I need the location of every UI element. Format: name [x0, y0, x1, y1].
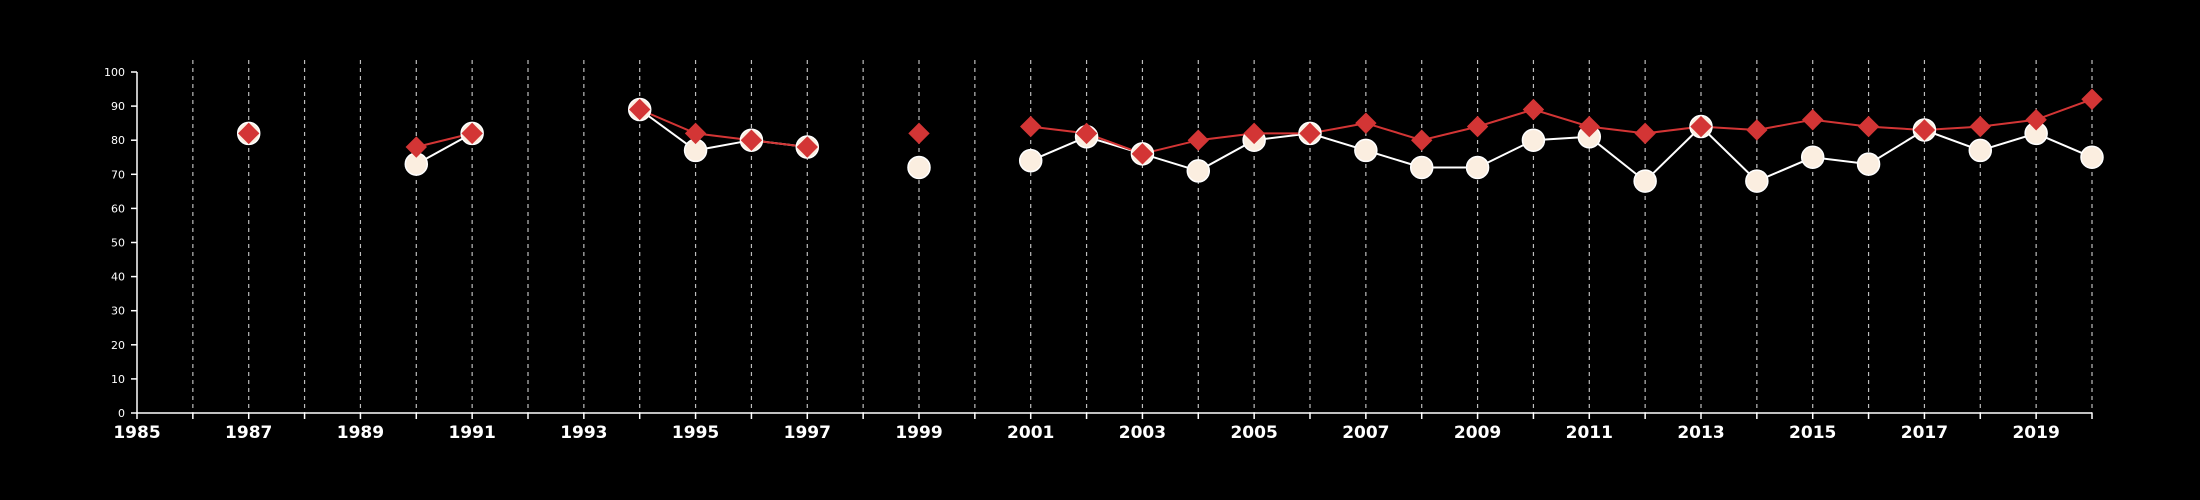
data-point-diamond: [1746, 119, 1768, 141]
data-point-diamond: [1075, 122, 1098, 145]
data-point-diamond: [1466, 115, 1489, 138]
y-tick-label: 100: [104, 66, 125, 79]
series-layer: [236, 88, 2104, 193]
y-tick-label: 10: [111, 373, 125, 386]
data-point-diamond: [1913, 119, 1936, 141]
data-point-diamond: [1243, 122, 1265, 145]
data-point-circle: [1968, 138, 1993, 163]
data-point-diamond: [740, 129, 763, 151]
x-tick-label: 2019: [2012, 423, 2059, 443]
data-point-diamond: [1299, 122, 1321, 145]
x-tick-label: 2005: [1230, 423, 1277, 443]
data-point-circle: [1409, 155, 1434, 180]
y-axis-ticks: 0 10 20 30 40 50 60 70 80 90 100: [104, 66, 137, 420]
data-point-diamond: [796, 136, 818, 158]
data-point-circle: [1856, 152, 1881, 176]
data-point-circle: [1465, 155, 1490, 180]
x-tick-label: 1991: [448, 423, 495, 443]
x-tick-label: 1985: [113, 423, 160, 443]
x-tick-label: 1989: [337, 423, 384, 443]
data-point-diamond: [1969, 115, 1991, 138]
data-point-circle: [1018, 148, 1043, 173]
data-point-diamond: [1578, 115, 1600, 138]
x-tick-label: 2009: [1454, 423, 1501, 443]
y-tick-label: 60: [111, 202, 125, 215]
x-tick-label: 1993: [560, 423, 607, 443]
y-tick-label: 30: [111, 305, 125, 318]
x-tick-label: 2007: [1342, 423, 1389, 443]
y-tick-label: 40: [111, 271, 125, 284]
data-point-diamond: [908, 122, 930, 145]
x-tick-label: 1995: [672, 423, 719, 443]
data-point-diamond: [1020, 115, 1042, 138]
data-point-diamond: [684, 122, 707, 145]
x-tick-label: 2015: [1789, 423, 1836, 443]
x-tick-label: 2003: [1119, 423, 1166, 443]
data-point-circle: [907, 155, 931, 180]
data-point-circle: [1745, 169, 1769, 193]
data-point-diamond: [2081, 88, 2103, 110]
data-point-diamond: [1634, 122, 1656, 145]
data-point-circle: [1633, 169, 1657, 193]
y-tick-label: 20: [111, 339, 125, 352]
data-point-circle: [1800, 145, 1825, 169]
x-tick-label: 2017: [1901, 423, 1948, 443]
data-point-diamond: [2025, 109, 2047, 131]
data-point-circle: [1186, 159, 1211, 183]
data-point-circle: [1521, 128, 1546, 152]
x-tick-label: 1987: [225, 423, 272, 443]
data-point-diamond: [1131, 143, 1154, 165]
y-tick-label: 0: [118, 407, 125, 420]
series-line: [639, 108, 808, 148]
data-point-diamond: [1857, 115, 1880, 138]
x-tick-label: 2001: [1007, 423, 1054, 443]
data-point-diamond: [1355, 112, 1377, 134]
data-point-diamond: [405, 136, 427, 158]
data-point-diamond: [629, 98, 651, 121]
x-tick-label: 2011: [1566, 423, 1613, 443]
y-tick-label: 90: [111, 100, 125, 113]
data-point-diamond: [1802, 109, 1824, 131]
x-tick-label: 1997: [784, 423, 831, 443]
y-tick-label: 50: [111, 237, 125, 250]
series-1-markers: [238, 88, 2103, 165]
data-point-diamond: [1187, 129, 1209, 151]
data-point-diamond: [461, 122, 483, 145]
x-axis-ticks: 1985 1987 1989 1991 1993 1995 1997 1999 2001 2003…: [113, 413, 2093, 443]
data-point-circle: [2080, 145, 2104, 169]
y-tick-label: 80: [111, 134, 125, 147]
x-tick-label: 1999: [895, 423, 942, 443]
data-point-diamond: [238, 122, 260, 145]
data-point-circle: [1354, 138, 1378, 163]
x-tick-label: 2013: [1677, 423, 1724, 443]
data-point-diamond: [1522, 98, 1545, 121]
y-tick-label: 70: [111, 168, 125, 181]
data-point-diamond: [1690, 115, 1712, 138]
data-point-diamond: [1411, 129, 1433, 151]
